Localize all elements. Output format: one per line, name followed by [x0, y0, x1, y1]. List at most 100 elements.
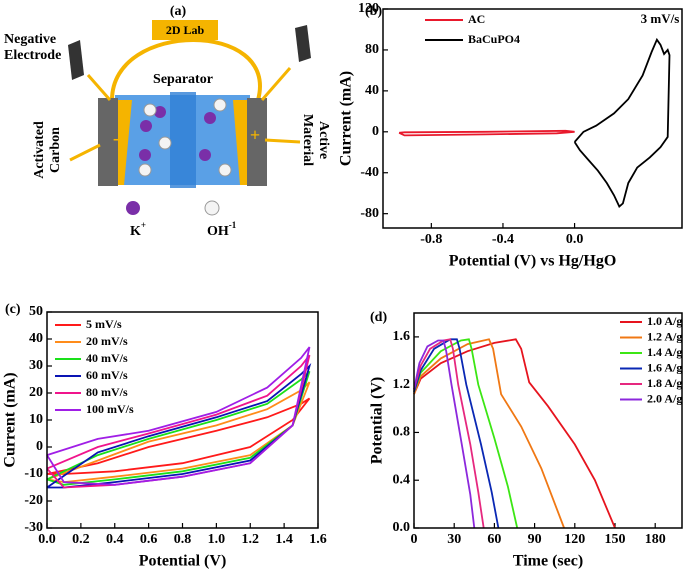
series-line — [413, 338, 565, 529]
y-tick-label: -20 — [24, 493, 43, 508]
annotation: 3 mV/s — [641, 11, 680, 26]
active-label: Material — [300, 114, 315, 166]
y-axis-title: Current (mA) — [2, 372, 19, 467]
x-tick-label: 1.2 — [242, 532, 260, 547]
series-line — [46, 381, 311, 484]
series-line — [413, 338, 519, 529]
panel-label: (c) — [5, 302, 21, 317]
legend-label: 1.4 A/g — [647, 345, 682, 359]
active-label: Active — [316, 121, 331, 159]
oh-ions — [138, 98, 232, 177]
x-axis-title: Time (sec) — [513, 553, 583, 570]
x-axis-title: Potential (V) — [139, 553, 227, 570]
electrode — [98, 98, 118, 186]
legend-label: 1.2 A/g — [647, 329, 682, 343]
x-tick-label: 1.4 — [275, 532, 293, 547]
plus-sign: + — [250, 125, 260, 145]
separator-label: Separator — [153, 72, 213, 87]
y-axis-title: Current (mA) — [338, 71, 355, 166]
oh-label: OH-1 — [207, 220, 237, 239]
x-tick-label: 180 — [645, 532, 666, 547]
arrows — [69, 67, 301, 162]
y-tick-label: 20 — [29, 385, 43, 400]
x-tick-label: 1.0 — [208, 532, 226, 547]
wire — [110, 38, 262, 101]
legend-label: 1.0 A/g — [647, 314, 682, 328]
x-tick-label: 90 — [528, 532, 542, 547]
legend-label: 20 mV/s — [86, 334, 128, 348]
y-tick-label: -30 — [24, 520, 43, 535]
x-axis-title: Potential (V) vs Hg/HgO — [449, 253, 617, 270]
plot-frame — [46, 311, 319, 529]
series-line — [413, 338, 616, 529]
legend-label: BaCuPO4 — [468, 32, 520, 46]
x-tick-label: 60 — [487, 532, 501, 547]
x-tick-label: 0.0 — [38, 532, 56, 547]
y-tick-label: 80 — [365, 42, 379, 57]
y-tick-label: -40 — [360, 165, 379, 180]
series-line — [413, 338, 485, 529]
diagram: (a) 2D Lab Negative Electrode Separator … — [4, 4, 331, 239]
x-tick-label: 0.2 — [72, 532, 90, 547]
negative-label: Negative — [4, 32, 56, 47]
series-line — [46, 370, 311, 486]
series-line — [413, 338, 500, 529]
x-tick-label: 0.0 — [566, 232, 584, 247]
legend-label: 60 mV/s — [86, 368, 128, 382]
x-tick-label: -0.8 — [420, 232, 442, 247]
lab-text: 2D Lab — [166, 23, 205, 37]
x-tick-label: 120 — [564, 532, 585, 547]
x-tick-label: 1.6 — [309, 532, 327, 547]
y-tick-label: -80 — [360, 206, 379, 221]
electrode — [247, 98, 267, 186]
legend-label: 80 mV/s — [86, 385, 128, 399]
oh-icon — [204, 200, 220, 216]
material-layer — [233, 100, 247, 185]
panel-label: (a) — [170, 4, 187, 19]
y-tick-label: 0.4 — [393, 472, 411, 487]
series-line — [413, 339, 476, 529]
activated-label: Activated — [32, 121, 47, 179]
legend-label: 1.6 A/g — [647, 360, 682, 374]
y-tick-label: 0.8 — [393, 425, 411, 440]
x-tick-label: 0.6 — [140, 532, 158, 547]
y-tick-label: -10 — [24, 466, 43, 481]
y-tick-label: 120 — [358, 1, 379, 16]
legend-label: 5 mV/s — [86, 317, 122, 331]
y-tick-label: 1.6 — [393, 329, 411, 344]
x-tick-label: -0.4 — [492, 232, 514, 247]
x-tick-label: 0 — [411, 532, 418, 547]
y-axis-title: Potential (V) — [369, 377, 386, 465]
legend-label: AC — [468, 12, 485, 26]
lab-box — [152, 20, 218, 40]
electrode-icon — [295, 25, 311, 62]
series-line — [46, 397, 311, 475]
series-line — [46, 363, 312, 489]
plot-frame — [413, 312, 683, 529]
panel-label: (b) — [365, 4, 382, 19]
y-tick-label: 1.2 — [393, 377, 411, 392]
y-tick-label: 0 — [372, 124, 379, 139]
x-tick-label: 30 — [447, 532, 461, 547]
y-tick-label: 0 — [36, 439, 43, 454]
series-line — [398, 129, 575, 137]
y-tick-label: 10 — [29, 412, 43, 427]
legend-label: 2.0 A/g — [647, 391, 682, 405]
panel-label: (d) — [370, 310, 387, 325]
series-line — [46, 346, 311, 486]
separator — [170, 92, 196, 188]
legend-label: 1.8 A/g — [647, 376, 682, 390]
x-tick-label: 0.4 — [106, 532, 124, 547]
y-tick-label: 0.0 — [393, 520, 411, 535]
y-tick-label: 50 — [29, 304, 43, 319]
electrode-icon — [68, 40, 84, 80]
y-tick-label: 30 — [29, 358, 43, 373]
series-line — [573, 37, 671, 208]
x-tick-label: 0.8 — [174, 532, 192, 547]
carbon-layer — [118, 100, 132, 185]
x-tick-label: 150 — [605, 532, 626, 547]
legend-label: 40 mV/s — [86, 351, 128, 365]
y-tick-label: 40 — [29, 331, 43, 346]
minus-sign: - — [113, 128, 119, 148]
